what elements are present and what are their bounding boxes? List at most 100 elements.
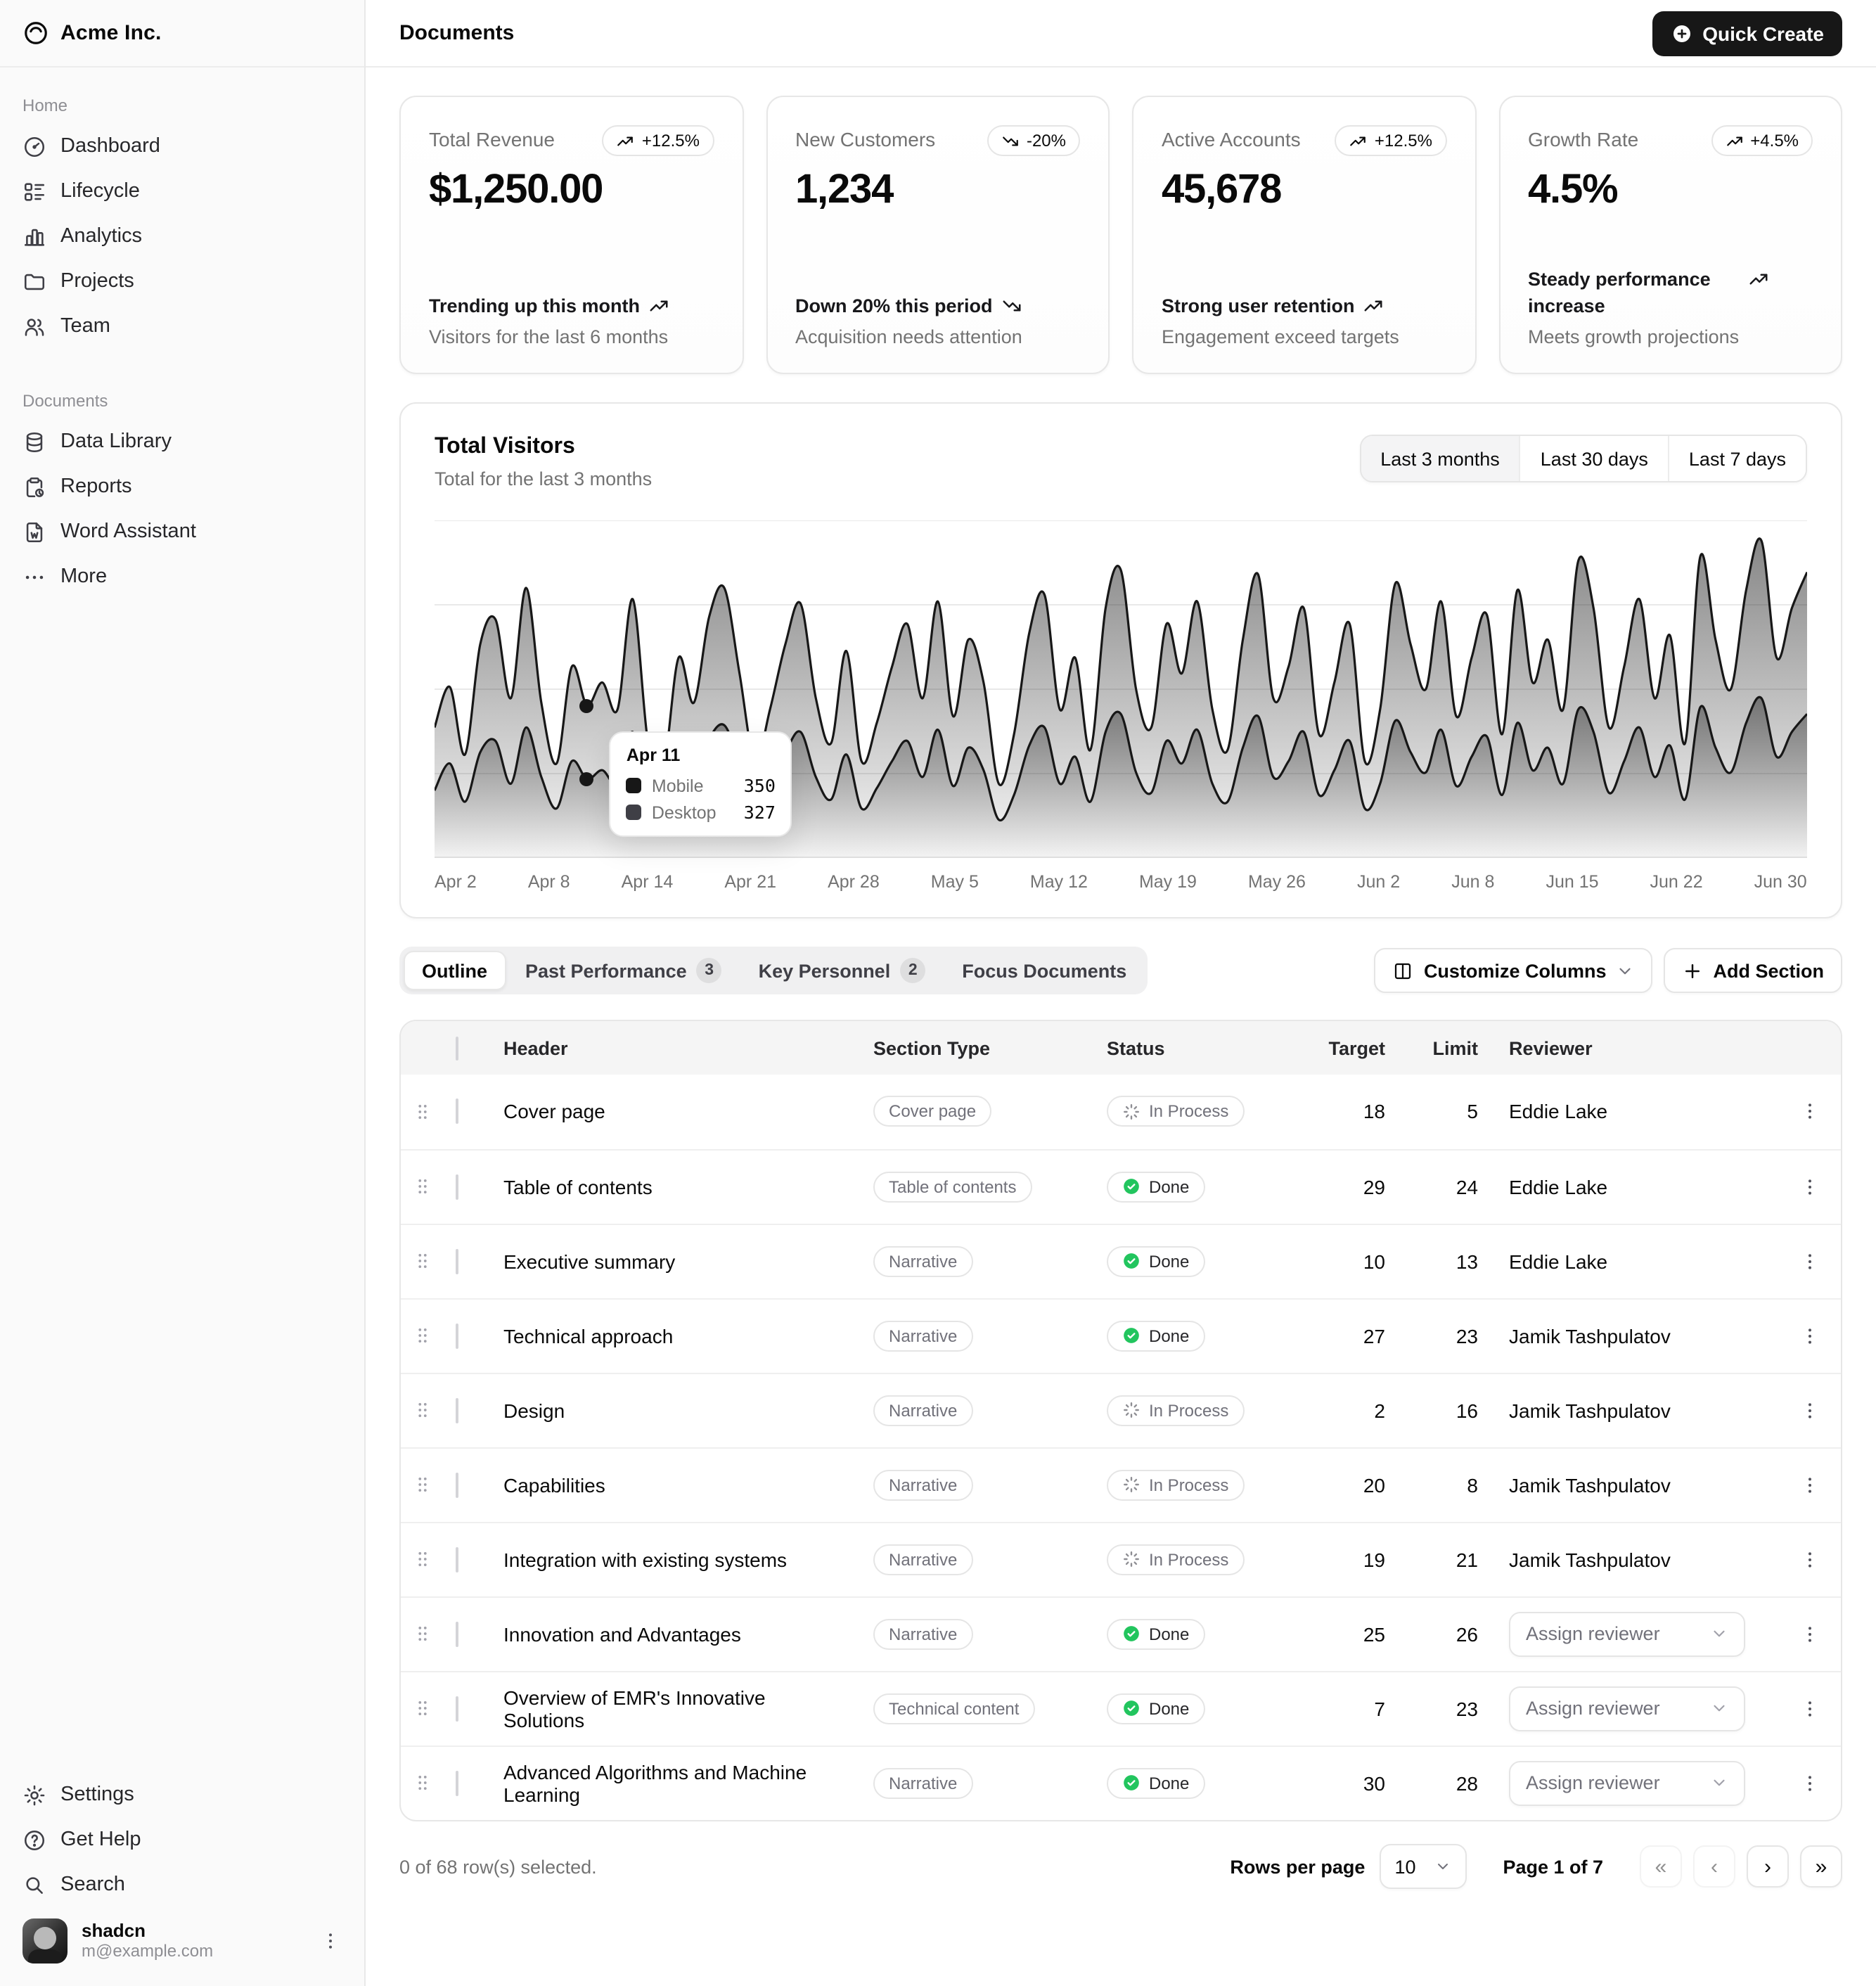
sidebar-item-more[interactable]: More xyxy=(11,554,353,599)
target-value[interactable]: 18 xyxy=(1363,1100,1385,1123)
limit-value[interactable]: 16 xyxy=(1405,1372,1498,1447)
drag-handle-icon[interactable] xyxy=(412,1250,433,1271)
last-page-button[interactable]: » xyxy=(1800,1845,1842,1888)
tab-outline[interactable]: Outline xyxy=(404,951,506,990)
row-checkbox[interactable] xyxy=(456,1174,458,1199)
rows-per-page-select[interactable]: 10 xyxy=(1379,1844,1467,1889)
range-last-30-days[interactable]: Last 30 days xyxy=(1519,436,1668,481)
add-section-button[interactable]: Add Section xyxy=(1664,948,1842,993)
limit-value[interactable]: 13 xyxy=(1405,1223,1498,1298)
target-value[interactable]: 29 xyxy=(1295,1148,1405,1224)
drag-handle-icon[interactable] xyxy=(412,1623,433,1644)
limit-value[interactable]: 24 xyxy=(1405,1148,1498,1224)
row-header[interactable]: Design xyxy=(503,1399,565,1421)
drag-handle-icon[interactable] xyxy=(412,1325,433,1346)
check-circle-icon xyxy=(1122,1326,1141,1345)
tab-past-performance[interactable]: Past Performance 3 xyxy=(508,951,739,990)
row-checkbox[interactable] xyxy=(456,1397,458,1423)
assign-reviewer-select[interactable]: Assign reviewer xyxy=(1509,1686,1745,1731)
drag-handle-icon[interactable] xyxy=(412,1101,433,1122)
row-menu-icon[interactable] xyxy=(1790,1622,1830,1645)
next-page-button[interactable]: › xyxy=(1747,1845,1789,1888)
sidebar-item-projects[interactable]: Projects xyxy=(11,259,353,304)
row-menu-icon[interactable] xyxy=(1790,1473,1830,1496)
drag-handle-icon[interactable] xyxy=(412,1773,433,1794)
tooltip-series-value: 350 xyxy=(743,775,776,796)
row-header[interactable]: Table of contents xyxy=(503,1175,653,1198)
limit-value[interactable]: 21 xyxy=(1405,1521,1498,1596)
row-menu-icon[interactable] xyxy=(1790,1175,1830,1198)
chart-plot-area[interactable]: Apr 11 Mobile 350 Desktop 327 xyxy=(435,520,1807,892)
limit-value[interactable]: 8 xyxy=(1405,1447,1498,1522)
quick-create-button[interactable]: Quick Create xyxy=(1652,11,1842,56)
sidebar-item-lifecycle[interactable]: Lifecycle xyxy=(11,169,353,214)
sidebar-item-search[interactable]: Search xyxy=(11,1862,353,1907)
row-menu-icon[interactable] xyxy=(1790,1772,1830,1795)
sidebar-item-settings[interactable]: Settings xyxy=(11,1772,353,1817)
drag-handle-icon[interactable] xyxy=(412,1474,433,1495)
row-checkbox[interactable] xyxy=(456,1770,458,1796)
first-page-button[interactable]: « xyxy=(1640,1845,1682,1888)
row-checkbox[interactable] xyxy=(456,1248,458,1274)
customize-columns-button[interactable]: Customize Columns xyxy=(1374,948,1653,993)
row-header[interactable]: Capabilities xyxy=(503,1473,605,1496)
row-header[interactable]: Advanced Algorithms and Machine Learning xyxy=(503,1760,807,1806)
sidebar-item-word-assistant[interactable]: Word Assistant xyxy=(11,509,353,554)
row-checkbox[interactable] xyxy=(456,1323,458,1348)
check-circle-icon xyxy=(1122,1252,1141,1270)
limit-value[interactable]: 5 xyxy=(1467,1100,1478,1123)
sidebar-item-team[interactable]: Team xyxy=(11,304,353,349)
row-header[interactable]: Technical approach xyxy=(503,1324,674,1347)
row-checkbox[interactable] xyxy=(456,1696,458,1721)
select-all-checkbox[interactable] xyxy=(456,1036,458,1060)
row-menu-icon[interactable] xyxy=(1790,1250,1830,1272)
drag-handle-icon[interactable] xyxy=(412,1399,433,1421)
limit-value[interactable]: 28 xyxy=(1405,1745,1498,1820)
assign-reviewer-select[interactable]: Assign reviewer xyxy=(1509,1611,1745,1656)
row-checkbox[interactable] xyxy=(456,1621,458,1646)
row-header[interactable]: Executive summary xyxy=(503,1250,676,1272)
limit-value[interactable]: 23 xyxy=(1405,1670,1498,1745)
sidebar-item-dashboard[interactable]: Dashboard xyxy=(11,124,353,169)
target-value[interactable]: 30 xyxy=(1295,1745,1405,1820)
row-checkbox[interactable] xyxy=(456,1546,458,1572)
sidebar-item-reports[interactable]: Reports xyxy=(11,464,353,509)
row-header[interactable]: Innovation and Advantages xyxy=(503,1622,741,1645)
target-value[interactable]: 25 xyxy=(1295,1596,1405,1671)
limit-value[interactable]: 26 xyxy=(1405,1596,1498,1671)
assign-reviewer-select[interactable]: Assign reviewer xyxy=(1509,1760,1745,1806)
drag-handle-icon[interactable] xyxy=(412,1698,433,1719)
brand[interactable]: Acme Inc. xyxy=(0,0,364,68)
prev-page-button[interactable]: ‹ xyxy=(1693,1845,1735,1888)
target-value[interactable]: 2 xyxy=(1295,1372,1405,1447)
tab-focus-documents[interactable]: Focus Documents xyxy=(945,951,1143,990)
tab-key-personnel[interactable]: Key Personnel 2 xyxy=(742,951,943,990)
target-value[interactable]: 27 xyxy=(1295,1298,1405,1373)
row-checkbox[interactable] xyxy=(456,1098,458,1125)
row-header[interactable]: Cover page xyxy=(503,1100,605,1123)
row-header[interactable]: Overview of EMR's Innovative Solutions xyxy=(503,1686,766,1731)
range-last-7-days[interactable]: Last 7 days xyxy=(1667,436,1806,481)
row-checkbox[interactable] xyxy=(456,1472,458,1497)
row-menu-icon[interactable] xyxy=(1790,1548,1830,1570)
target-value[interactable]: 20 xyxy=(1295,1447,1405,1522)
target-value[interactable]: 7 xyxy=(1295,1670,1405,1745)
row-menu-icon[interactable] xyxy=(1790,1101,1830,1123)
drag-handle-icon[interactable] xyxy=(412,1549,433,1570)
drag-handle-icon[interactable] xyxy=(412,1176,433,1197)
sidebar-item-data-library[interactable]: Data Library xyxy=(11,419,353,464)
status-badge: Done xyxy=(1107,1171,1205,1202)
row-menu-icon[interactable] xyxy=(1790,1324,1830,1347)
range-last-3-months[interactable]: Last 3 months xyxy=(1361,436,1520,481)
trend-badge-value: +12.5% xyxy=(1374,131,1432,150)
row-menu-icon[interactable] xyxy=(1790,1697,1830,1719)
row-header[interactable]: Integration with existing systems xyxy=(503,1548,788,1570)
sidebar-item-get-help[interactable]: Get Help xyxy=(11,1817,353,1862)
target-value[interactable]: 19 xyxy=(1295,1521,1405,1596)
user-menu[interactable]: shadcn m@example.com xyxy=(11,1907,353,1975)
target-value[interactable]: 10 xyxy=(1295,1223,1405,1298)
row-menu-icon[interactable] xyxy=(1790,1399,1830,1421)
user-menu-kebab-icon[interactable] xyxy=(319,1930,342,1952)
sidebar-item-analytics[interactable]: Analytics xyxy=(11,214,353,259)
limit-value[interactable]: 23 xyxy=(1405,1298,1498,1373)
